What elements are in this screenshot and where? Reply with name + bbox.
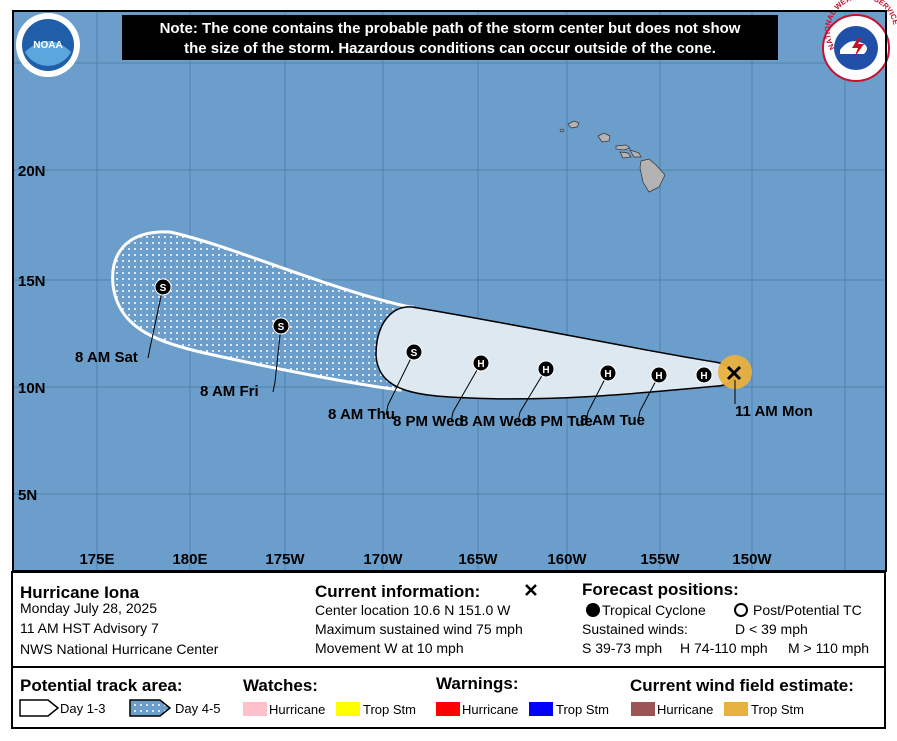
point-label: 8 PM Wed	[393, 413, 464, 430]
point-label: 8 AM Thu	[328, 406, 395, 423]
forecast-point	[599, 364, 617, 382]
noaa-text: NOAA	[33, 40, 62, 51]
point-symbol: S	[278, 322, 285, 333]
point-symbol: H	[604, 369, 611, 380]
tropical: Tropical Cyclone	[602, 602, 706, 618]
wind-ts: Trop Stm	[751, 702, 804, 717]
lat-label: 20N	[18, 163, 46, 180]
post: Post/Potential TC	[753, 602, 862, 618]
point-label: 8 AM Fri	[200, 383, 259, 400]
tc-icon	[586, 603, 600, 617]
leader-line	[385, 351, 415, 416]
lon-label: 160W	[547, 551, 587, 568]
wind-hu: Hurricane	[657, 702, 713, 717]
m-range: M > 110 mph	[788, 640, 869, 656]
forecast-point	[472, 354, 490, 372]
noaa-logo: NOAA	[16, 13, 80, 77]
date: Monday July 28, 2025	[20, 600, 157, 616]
leader-line	[450, 362, 482, 423]
x-icon	[525, 584, 537, 596]
day13: Day 1-3	[60, 701, 106, 716]
note-box	[122, 15, 778, 60]
hawaii-islands	[559, 120, 666, 193]
lon-label: 175W	[265, 551, 305, 568]
warn-ts: Trop Stm	[556, 702, 609, 717]
leader-line	[637, 374, 660, 422]
forecast-point	[154, 278, 172, 296]
point-symbol: H	[700, 371, 707, 382]
warn-hu-swatch	[436, 702, 460, 716]
point-label: 8 PM Tue	[528, 413, 593, 430]
lon-label: 155W	[640, 551, 680, 568]
point-symbol: S	[411, 348, 418, 359]
watch-ts: Trop Stm	[363, 702, 416, 717]
d-range: D < 39 mph	[735, 621, 808, 637]
day45-icon	[129, 699, 172, 717]
s-range: S 39-73 mph	[582, 640, 662, 656]
current-title: Current information:	[315, 582, 480, 601]
cone-day-1-3	[375, 306, 735, 400]
sustained: Sustained winds:	[582, 621, 688, 637]
forecast-point	[537, 360, 555, 378]
watch-hu-swatch	[243, 702, 267, 716]
note-line: the size of the storm. Hazardous conditi…	[184, 40, 716, 57]
advisory: 11 AM HST Advisory 7	[20, 620, 159, 636]
watches: Watches:	[243, 676, 318, 695]
day13-icon	[19, 699, 60, 717]
leader-line	[272, 325, 282, 393]
wind-ts-swatch	[724, 702, 748, 716]
warn-ts-swatch	[529, 702, 553, 716]
wind-title: Current wind field estimate:	[630, 676, 854, 695]
day45: Day 4-5	[175, 701, 221, 716]
wind-hu-swatch	[631, 702, 655, 716]
leader-line	[585, 372, 609, 423]
h-range: H 74-110 mph	[680, 640, 768, 656]
forecast-point	[695, 366, 713, 384]
watch-ts-swatch	[336, 702, 360, 716]
location: Center location 10.6 N 151.0 W	[315, 602, 511, 618]
forecast-title: Forecast positions:	[582, 580, 739, 599]
point-label: 8 AM Tue	[580, 412, 645, 429]
watch-hu: Hurricane	[269, 702, 325, 717]
lon-label: 175E	[79, 551, 114, 568]
warn-hu: Hurricane	[462, 702, 518, 717]
lon-label: 150W	[732, 551, 772, 568]
lat-label: 15N	[18, 273, 46, 290]
point-symbol: S	[160, 283, 167, 294]
lat-label: 5N	[18, 487, 37, 504]
forecast-points: 8 AM Sat S 8 AM Fri S 8 AM Thu S 8 PM Wed H 8 AM…	[75, 278, 713, 430]
point-symbol: H	[477, 359, 484, 370]
forecast-point	[272, 317, 290, 335]
lon-label: 165W	[458, 551, 498, 568]
track-title: Potential track area:	[20, 676, 183, 695]
graticule: 175E 180E 175W 170W 165W 160W 155W 150W 20N 15N 10…	[14, 12, 885, 570]
point-symbol: H	[655, 371, 662, 382]
cone-day-4-5	[111, 230, 414, 392]
point-label: 8 AM Sat	[75, 349, 138, 366]
ptc-icon	[734, 603, 748, 617]
current-label: 11 AM Mon	[735, 403, 813, 420]
lon-label: 180E	[172, 551, 207, 568]
wind: Maximum sustained wind 75 mph	[315, 621, 523, 637]
point-label: 8 AM Wed	[460, 413, 531, 430]
lat-label: 10N	[18, 380, 46, 397]
storm-name: Hurricane Iona	[20, 583, 140, 602]
lon-label: 170W	[363, 551, 403, 568]
warnings: Warnings:	[436, 674, 518, 693]
current-position	[726, 365, 742, 381]
forecast-point	[650, 366, 668, 384]
leader-line	[517, 368, 547, 423]
forecast-point	[405, 343, 423, 361]
movement: Movement W at 10 mph	[315, 640, 464, 656]
leader-line	[147, 286, 164, 359]
note-line: Note: The cone contains the probable pat…	[160, 20, 741, 37]
center: NWS National Hurricane Center	[20, 641, 219, 657]
point-symbol: H	[542, 365, 549, 376]
